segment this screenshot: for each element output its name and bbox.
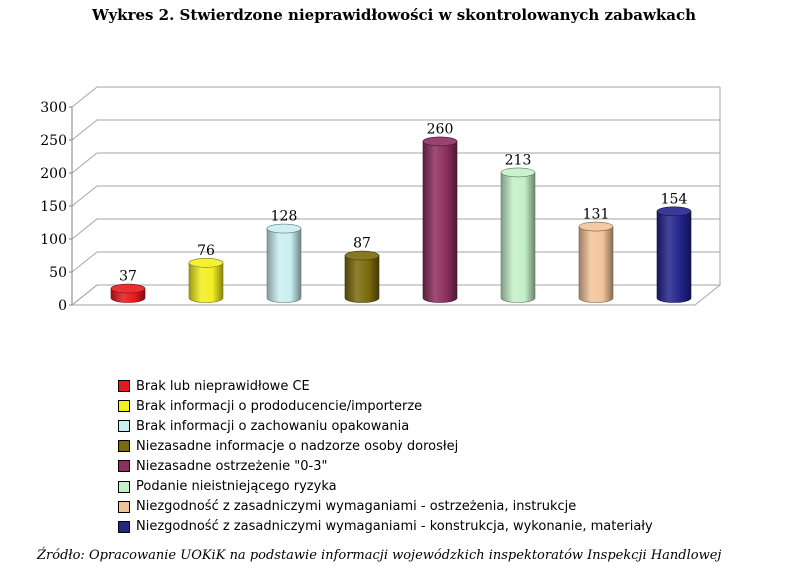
y-tick-label: 300 <box>40 100 67 116</box>
legend-item: Podanie nieistniejącego ryzyka <box>118 476 653 496</box>
bar <box>344 255 380 303</box>
legend-item: Niezasadne informacje o nadzorze osoby d… <box>118 436 653 456</box>
legend-label: Brak informacji o prododucencie/importer… <box>136 398 423 414</box>
data-label: 260 <box>427 121 454 137</box>
legend-swatch <box>118 380 130 393</box>
legend-item: Brak lub nieprawidłowe CE <box>118 376 653 396</box>
chart-bars <box>110 136 692 303</box>
gridline <box>71 284 720 306</box>
gridline <box>71 119 720 141</box>
legend-swatch <box>118 400 130 413</box>
y-tick-label: 250 <box>40 133 67 149</box>
legend-swatch <box>118 440 130 453</box>
gridline <box>71 218 720 240</box>
y-axis: 0 50 100 150 200 250 300 <box>40 100 73 314</box>
y-tick-label: 200 <box>40 166 67 182</box>
y-tick-label: 150 <box>40 199 67 215</box>
bar-top <box>578 221 614 232</box>
legend-swatch <box>118 460 130 473</box>
legend-swatch <box>118 480 130 493</box>
bar <box>500 172 536 303</box>
legend-label: Podanie nieistniejącego ryzyka <box>136 479 337 495</box>
legend-label: Brak lub nieprawidłowe CE <box>136 378 310 394</box>
legend-item: Niezasadne ostrzeżenie "0-3" <box>118 456 653 476</box>
chart-data-labels: 37 76 128 87 260 213 131 154 <box>119 121 687 284</box>
gridline <box>71 251 720 273</box>
data-label: 213 <box>505 152 532 168</box>
bar-top <box>344 250 380 261</box>
bar-top <box>110 283 146 294</box>
y-tick-label: 50 <box>49 265 67 281</box>
source-note: Źródło: Opracowanie UOKiK na podstawie i… <box>37 548 722 563</box>
data-label: 37 <box>119 269 137 285</box>
bar-top <box>266 223 302 234</box>
bar <box>578 226 614 303</box>
data-label: 87 <box>353 236 371 252</box>
data-label: 131 <box>583 207 610 223</box>
legend-label: Niezgodność z zasadniczymi wymaganiami -… <box>136 519 653 535</box>
legend-label: Niezasadne informacje o nadzorze osoby d… <box>136 438 459 454</box>
legend-item: Niezgodność z zasadniczymi wymaganiami -… <box>118 497 653 517</box>
bar <box>656 211 692 303</box>
chart-gridlines <box>70 86 722 306</box>
bar-top <box>656 206 692 217</box>
bar-top <box>188 258 224 268</box>
data-label: 154 <box>661 191 688 207</box>
legend-swatch <box>118 500 130 513</box>
bar-top <box>422 136 458 147</box>
gridline <box>71 152 720 174</box>
bar-chart: 0 50 100 150 200 250 300 37 76 128 87 260 213 131 154 <box>40 86 722 314</box>
gridline <box>71 86 720 108</box>
chart-floor <box>70 284 722 306</box>
y-tick-label: 0 <box>58 298 67 314</box>
bar <box>188 262 224 303</box>
bar <box>422 141 458 303</box>
legend-item: Brak informacji o prododucencie/importer… <box>118 396 653 416</box>
legend-swatch <box>118 420 130 433</box>
legend-item: Niezgodność z zasadniczymi wymaganiami -… <box>118 517 653 537</box>
legend-label: Niezasadne ostrzeżenie "0-3" <box>136 458 328 474</box>
legend-label: Niezgodność z zasadniczymi wymaganiami -… <box>136 499 577 515</box>
legend-label: Brak informacji o zachowaniu opakowania <box>136 418 410 434</box>
y-tick-label: 100 <box>40 232 67 248</box>
gridline <box>71 185 720 207</box>
legend-item: Brak informacji o zachowaniu opakowania <box>118 416 653 436</box>
bar <box>266 228 302 303</box>
chart-legend: Brak lub nieprawidłowe CE Brak informacji… <box>118 376 653 537</box>
legend-swatch <box>118 520 130 533</box>
bar-top <box>500 167 536 178</box>
data-label: 76 <box>197 243 215 259</box>
data-label: 128 <box>271 209 298 225</box>
chart-title: Wykres 2. Stwierdzone nieprawidłowości w… <box>91 6 697 24</box>
